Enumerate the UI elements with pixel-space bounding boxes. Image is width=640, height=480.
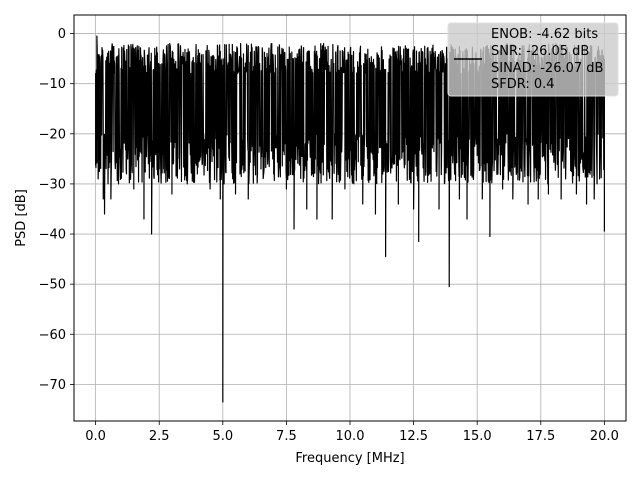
legend: ENOB: -4.62 bits SNR: -26.05 dB SINAD: -… bbox=[447, 22, 619, 97]
y-tick-label: 0 bbox=[58, 27, 66, 42]
y-tick-label: −20 bbox=[39, 127, 66, 142]
x-tick-label: 7.5 bbox=[276, 429, 297, 444]
y-tick-label: −70 bbox=[39, 378, 66, 393]
y-tick-label: −40 bbox=[39, 228, 66, 243]
legend-entry-snr: SNR: -26.05 dB bbox=[491, 44, 589, 59]
psd-line bbox=[95, 35, 605, 403]
x-tick-label: 10.0 bbox=[336, 429, 365, 444]
y-tick-label: −50 bbox=[39, 278, 66, 293]
x-tick-label: 0.0 bbox=[85, 429, 106, 444]
x-tick-label: 20.0 bbox=[590, 429, 619, 444]
plot-area bbox=[95, 35, 605, 403]
y-tick-label: −10 bbox=[39, 77, 66, 92]
x-tick-label: 2.5 bbox=[149, 429, 170, 444]
x-tick-label: 17.5 bbox=[526, 429, 555, 444]
y-tick-label: −30 bbox=[39, 177, 66, 192]
y-axis-label: PSD [dB] bbox=[14, 189, 29, 247]
x-tick-label: 12.5 bbox=[399, 429, 428, 444]
x-tick-label: 5.0 bbox=[212, 429, 233, 444]
y-axis-ticks: 0 −10 −20 −30 −40 −50 −60 −70 bbox=[39, 27, 74, 393]
x-tick-label: 15.0 bbox=[463, 429, 492, 444]
legend-box bbox=[447, 22, 619, 97]
legend-entry-sinad: SINAD: -26.07 dB bbox=[491, 61, 603, 76]
series-psd bbox=[95, 35, 605, 403]
x-axis-label: Frequency [MHz] bbox=[295, 451, 404, 466]
x-axis-ticks: 0.0 2.5 5.0 7.5 10.0 12.5 15.0 17.5 20.0 bbox=[85, 421, 619, 444]
legend-entry-enob: ENOB: -4.62 bits bbox=[491, 27, 598, 42]
y-tick-label: −60 bbox=[39, 328, 66, 343]
legend-entry-sfdr: SFDR: 0.4 bbox=[491, 77, 555, 92]
